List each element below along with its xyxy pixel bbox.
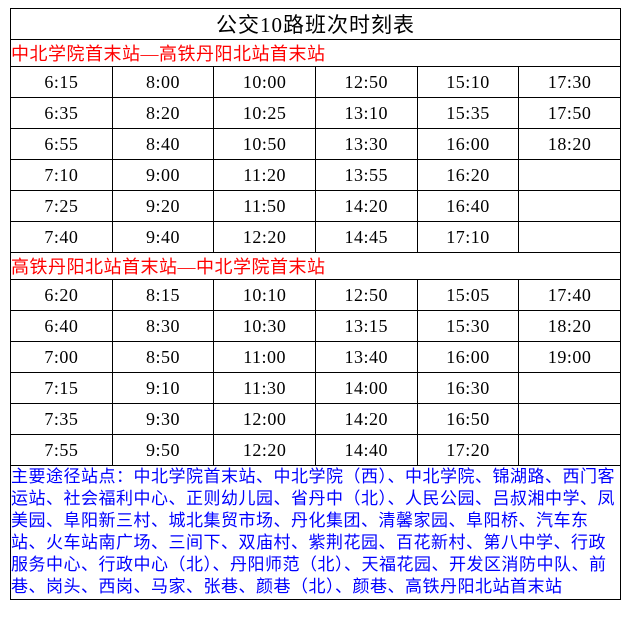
time-cell: 6:15 [11, 67, 113, 98]
time-cell: 13:30 [315, 129, 417, 160]
time-cell: 15:30 [417, 311, 519, 342]
time-row: 7:25 9:20 11:50 14:20 16:40 [11, 191, 621, 222]
time-cell: 18:20 [519, 129, 621, 160]
time-cell: 6:40 [11, 311, 113, 342]
time-cell: 16:00 [417, 342, 519, 373]
timetable: 公交10路班次时刻表 中北学院首末站—高铁丹阳北站首末站 6:15 8:00 1… [10, 8, 621, 600]
time-cell: 6:55 [11, 129, 113, 160]
time-cell [519, 435, 621, 466]
time-cell: 14:20 [315, 191, 417, 222]
time-row: 7:15 9:10 11:30 14:00 16:30 [11, 373, 621, 404]
time-row: 6:20 8:15 10:10 12:50 15:05 17:40 [11, 280, 621, 311]
time-cell: 12:20 [214, 222, 316, 253]
time-cell: 7:15 [11, 373, 113, 404]
time-cell: 17:50 [519, 98, 621, 129]
time-cell: 11:20 [214, 160, 316, 191]
time-cell: 15:35 [417, 98, 519, 129]
time-row: 7:35 9:30 12:00 14:20 16:50 [11, 404, 621, 435]
time-cell: 14:40 [315, 435, 417, 466]
time-cell: 9:10 [112, 373, 214, 404]
time-row: 6:15 8:00 10:00 12:50 15:10 17:30 [11, 67, 621, 98]
time-cell: 6:20 [11, 280, 113, 311]
time-cell [519, 404, 621, 435]
time-row: 6:40 8:30 10:30 13:15 15:30 18:20 [11, 311, 621, 342]
time-cell: 15:05 [417, 280, 519, 311]
time-cell: 12:20 [214, 435, 316, 466]
time-cell: 11:50 [214, 191, 316, 222]
time-cell: 8:30 [112, 311, 214, 342]
time-cell: 17:20 [417, 435, 519, 466]
time-cell: 13:40 [315, 342, 417, 373]
time-row: 7:55 9:50 12:20 14:40 17:20 [11, 435, 621, 466]
time-cell: 9:50 [112, 435, 214, 466]
time-cell: 16:00 [417, 129, 519, 160]
time-cell: 13:55 [315, 160, 417, 191]
time-cell: 10:30 [214, 311, 316, 342]
time-cell: 14:45 [315, 222, 417, 253]
time-cell: 17:10 [417, 222, 519, 253]
stops-list: 主要途径站点：中北学院首末站、中北学院（西）、中北学院、锦湖路、西门客运站、社会… [11, 466, 621, 600]
time-cell: 12:00 [214, 404, 316, 435]
time-cell: 19:00 [519, 342, 621, 373]
time-cell [519, 191, 621, 222]
time-cell: 11:00 [214, 342, 316, 373]
time-row: 6:55 8:40 10:50 13:30 16:00 18:20 [11, 129, 621, 160]
time-row: 7:40 9:40 12:20 14:45 17:10 [11, 222, 621, 253]
time-cell: 7:35 [11, 404, 113, 435]
time-cell: 10:10 [214, 280, 316, 311]
time-cell: 8:15 [112, 280, 214, 311]
time-cell: 10:00 [214, 67, 316, 98]
time-cell: 16:30 [417, 373, 519, 404]
time-cell: 6:35 [11, 98, 113, 129]
time-cell: 15:10 [417, 67, 519, 98]
time-cell [519, 222, 621, 253]
time-cell: 12:50 [315, 67, 417, 98]
time-cell: 9:00 [112, 160, 214, 191]
direction-2: 高铁丹阳北站首末站—中北学院首末站 [11, 253, 621, 280]
time-cell: 7:40 [11, 222, 113, 253]
time-cell: 8:50 [112, 342, 214, 373]
time-row: 6:35 8:20 10:25 13:10 15:35 17:50 [11, 98, 621, 129]
time-cell: 11:30 [214, 373, 316, 404]
time-cell: 14:00 [315, 373, 417, 404]
time-cell [519, 373, 621, 404]
time-row: 7:10 9:00 11:20 13:55 16:20 [11, 160, 621, 191]
time-cell: 7:25 [11, 191, 113, 222]
time-cell: 10:50 [214, 129, 316, 160]
time-cell: 7:10 [11, 160, 113, 191]
time-cell: 16:40 [417, 191, 519, 222]
direction-1: 中北学院首末站—高铁丹阳北站首末站 [11, 40, 621, 67]
time-cell: 12:50 [315, 280, 417, 311]
time-cell: 16:20 [417, 160, 519, 191]
time-cell: 8:00 [112, 67, 214, 98]
time-cell: 9:40 [112, 222, 214, 253]
time-cell: 14:20 [315, 404, 417, 435]
time-cell: 16:50 [417, 404, 519, 435]
time-cell: 17:30 [519, 67, 621, 98]
time-cell: 7:00 [11, 342, 113, 373]
time-cell: 13:10 [315, 98, 417, 129]
time-cell: 7:55 [11, 435, 113, 466]
time-row: 7:00 8:50 11:00 13:40 16:00 19:00 [11, 342, 621, 373]
time-cell: 10:25 [214, 98, 316, 129]
time-cell: 8:20 [112, 98, 214, 129]
time-cell: 9:20 [112, 191, 214, 222]
time-cell: 9:30 [112, 404, 214, 435]
time-cell: 18:20 [519, 311, 621, 342]
time-cell: 17:40 [519, 280, 621, 311]
time-cell [519, 160, 621, 191]
table-title: 公交10路班次时刻表 [11, 9, 621, 40]
time-cell: 13:15 [315, 311, 417, 342]
time-cell: 8:40 [112, 129, 214, 160]
